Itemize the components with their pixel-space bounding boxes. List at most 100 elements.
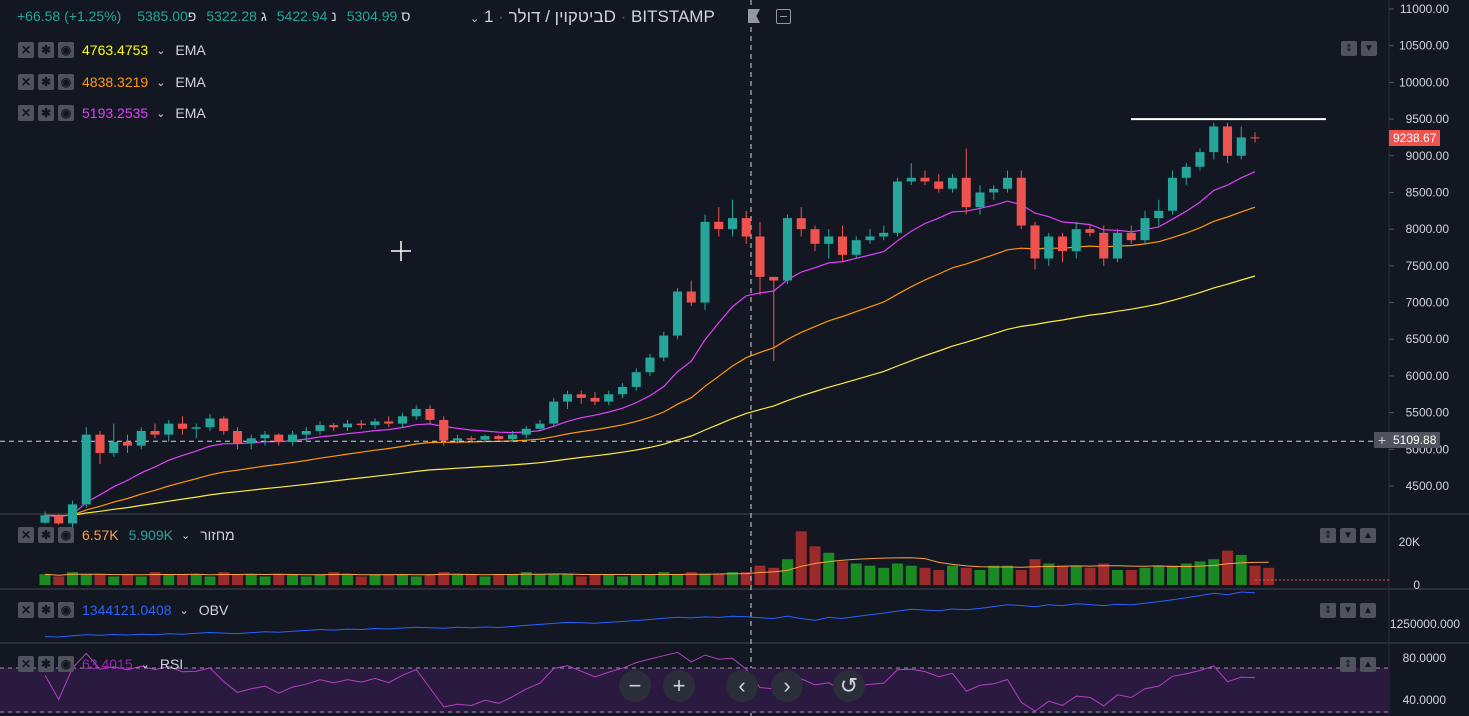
pane-collapse-icon[interactable]: ⇕	[1320, 528, 1336, 543]
candle-body	[947, 177, 958, 189]
y-tick-label: 10000.00	[1399, 75, 1449, 89]
volume-bar	[878, 567, 890, 585]
volume-bar	[713, 574, 725, 585]
chevron-down-icon[interactable]: ⌄	[156, 107, 166, 120]
volume-bar	[837, 561, 848, 585]
close-icon[interactable]: ✕	[18, 602, 34, 618]
candle-body	[494, 436, 504, 440]
close-icon[interactable]: ✕	[18, 42, 34, 58]
open-value: 5322.28	[206, 8, 257, 24]
interval: 1D	[483, 7, 616, 26]
candle-body	[1181, 166, 1191, 178]
y-tick-label: 9000.00	[1406, 149, 1450, 163]
candle-body	[260, 434, 270, 439]
eye-icon[interactable]: ◉	[58, 527, 74, 543]
flag-icon[interactable]	[748, 9, 760, 23]
close-icon[interactable]: ✕	[18, 74, 34, 90]
candle-body	[810, 229, 820, 244]
gear-icon[interactable]: ✱	[38, 656, 54, 672]
volume-bar	[80, 574, 92, 585]
symbol-title[interactable]: ⌄ ביטקוין / דולר · 1D · BITSTAMP	[470, 7, 715, 26]
chevron-down-icon[interactable]: ⌄	[156, 76, 166, 89]
volume-bar	[768, 567, 780, 585]
eye-icon[interactable]: ◉	[58, 74, 74, 90]
chevron-down-icon[interactable]: ⌄	[180, 529, 191, 542]
minimize-icon[interactable]	[776, 9, 791, 24]
chevron-down-icon[interactable]: ⌄	[179, 604, 189, 617]
chevron-up-icon[interactable]: ▲	[1360, 528, 1376, 543]
volume-bar	[672, 574, 683, 585]
pane-collapse-icon[interactable]: ⇕	[1320, 603, 1336, 618]
reset-chart-button[interactable]: ↺	[833, 670, 865, 702]
candle-body	[40, 515, 50, 523]
volume-bar	[1180, 563, 1192, 585]
gear-icon[interactable]: ✱	[38, 602, 54, 618]
candle-body	[645, 357, 655, 373]
pane-collapse-icon[interactable]: ⇕	[1340, 657, 1356, 672]
volume-bar	[245, 574, 257, 585]
gear-icon[interactable]: ✱	[38, 527, 54, 543]
candle-body	[989, 188, 999, 193]
volume-bar	[589, 574, 601, 585]
y-tick-label: 8000.00	[1406, 222, 1450, 236]
eye-icon[interactable]: ◉	[58, 602, 74, 618]
volume-bar	[740, 572, 752, 585]
close-icon[interactable]: ✕	[18, 527, 34, 543]
volume-bar	[232, 574, 243, 585]
candle-body	[741, 218, 751, 237]
close-icon[interactable]: ✕	[18, 656, 34, 672]
zoom-in-button[interactable]: +	[663, 670, 695, 702]
y-tick-label: 6000.00	[1406, 369, 1450, 383]
zoom-out-button[interactable]: −	[619, 670, 651, 702]
obv-name: OBV	[198, 602, 229, 618]
scroll-right-button[interactable]: ›	[771, 670, 803, 702]
add-icon[interactable]: +	[1374, 432, 1390, 448]
candle-body	[961, 177, 971, 208]
y-tick-label: 10500.00	[1399, 39, 1449, 53]
close-icon[interactable]: ✕	[18, 105, 34, 121]
chevron-down-icon[interactable]: ▼	[1340, 528, 1356, 543]
volume-bar	[727, 572, 738, 585]
volume-bar	[1084, 567, 1096, 585]
candle-body	[425, 408, 435, 420]
volume-bar	[259, 576, 271, 585]
volume-bar	[603, 574, 615, 585]
y-tick-label: 7500.00	[1406, 259, 1450, 273]
rsi-value: 63.4015	[82, 656, 133, 672]
eye-icon[interactable]: ◉	[58, 105, 74, 121]
candle-body	[659, 335, 669, 358]
ema-lines	[0, 0, 1389, 716]
ema-value: 4763.4753	[82, 42, 149, 58]
volume-bar	[410, 576, 422, 585]
low-value: 5304.99	[346, 8, 398, 24]
chevron-down-icon[interactable]: ⌄	[156, 44, 166, 57]
volume-bar	[960, 567, 972, 585]
eye-icon[interactable]: ◉	[58, 656, 74, 672]
chevron-down-icon[interactable]: ▼	[1361, 41, 1377, 56]
candle-body	[700, 221, 710, 303]
pane-collapse-icon[interactable]: ⇕	[1341, 41, 1357, 56]
chevron-down-icon[interactable]: ⌄	[140, 658, 150, 671]
volume-bar	[1029, 559, 1041, 585]
candle-body	[576, 394, 586, 398]
volume-bar	[149, 572, 161, 585]
volume-bar	[190, 574, 202, 585]
scroll-left-button[interactable]: ‹	[726, 670, 758, 702]
gear-icon[interactable]: ✱	[38, 105, 54, 121]
volume-bar	[479, 576, 491, 585]
y-tick-label: 8500.00	[1406, 185, 1450, 199]
volume-bar	[53, 576, 65, 585]
candle-body	[617, 386, 628, 395]
volume-bar	[1043, 563, 1055, 585]
gear-icon[interactable]: ✱	[38, 74, 54, 90]
obv-value: 1344121.0408	[82, 602, 172, 618]
eye-icon[interactable]: ◉	[58, 42, 74, 58]
chevron-up-icon[interactable]: ▲	[1360, 603, 1376, 618]
candle-body	[356, 423, 366, 426]
chevron-up-icon[interactable]: ▲	[1360, 657, 1376, 672]
gear-icon[interactable]: ✱	[38, 42, 54, 58]
candle-body	[796, 218, 806, 230]
candle-body	[315, 425, 325, 431]
chevron-down-icon[interactable]: ▼	[1340, 603, 1356, 618]
